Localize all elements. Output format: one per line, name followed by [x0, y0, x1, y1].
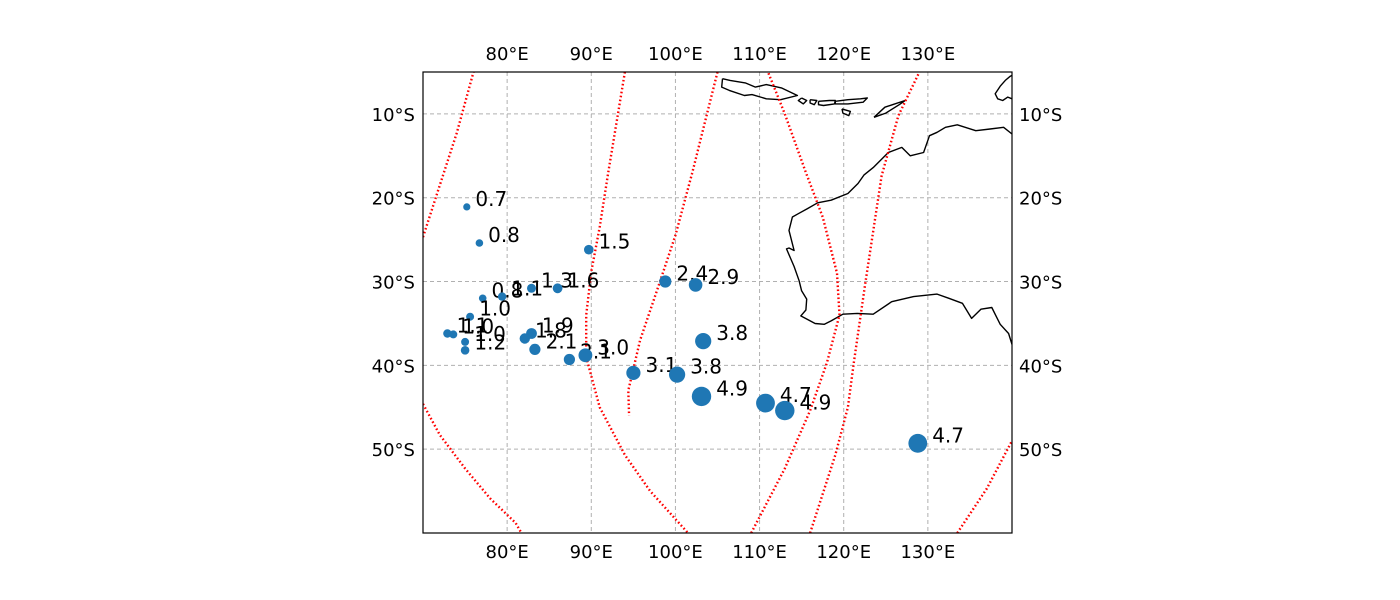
- data-point-label-25: 4.7: [932, 423, 964, 447]
- lat-tick-label-right-30: 30°S: [1019, 273, 1062, 294]
- data-point-label-21: 3.8: [690, 355, 722, 379]
- map-frame: [422, 71, 1013, 534]
- lon-tick-labels-top: 80°E 90°E 100°E 110°E 120°E 130°E: [486, 44, 956, 65]
- coastline-1: [721, 78, 799, 101]
- data-point-label-15: 1.8: [535, 319, 567, 343]
- satellite-track-0: [423, 72, 475, 238]
- gridlines: [423, 72, 1012, 533]
- lat-tick-label-left-40: 40°S: [372, 356, 415, 377]
- lon-tick-label-top-100: 100°E: [648, 44, 703, 65]
- data-points: 0.70.81.50.81.11.31.62.42.91.01.11.01.01…: [443, 187, 964, 453]
- plot-area-background: [423, 72, 1012, 533]
- satellite-track-5: [808, 72, 921, 533]
- data-point-21: [669, 366, 686, 383]
- data-point-6: [552, 283, 563, 294]
- data-point-label-16: 2.1: [546, 329, 578, 353]
- lon-tick-label-bottom-80: 80°E: [486, 542, 529, 563]
- lon-tick-label-bottom-110: 110°E: [732, 542, 787, 563]
- coastline-8: [994, 74, 1012, 102]
- data-point-label-3: 0.8: [492, 278, 524, 302]
- data-point-label-13: 1.2: [474, 330, 506, 354]
- data-point-12: [461, 337, 470, 346]
- coastline-0: [785, 124, 1012, 345]
- satellite-track-6: [956, 440, 1012, 533]
- satellite-track-2: [585, 72, 689, 533]
- data-point-0: [463, 203, 471, 211]
- coastline-6: [834, 97, 868, 105]
- coastline-4: [817, 99, 836, 107]
- lon-tick-label-bottom-130: 130°E: [900, 542, 955, 563]
- lon-tick-label-top-90: 90°E: [570, 44, 613, 65]
- data-point-label-24: 4.9: [800, 391, 832, 415]
- coastline-3: [809, 99, 818, 106]
- lon-tick-label-top-80: 80°E: [486, 44, 529, 65]
- satellite-track-1: [423, 403, 523, 533]
- lat-tick-label-left-20: 20°S: [372, 189, 415, 210]
- data-point-23: [756, 393, 775, 413]
- satellite-track-4: [750, 72, 841, 533]
- data-point-17: [563, 353, 576, 366]
- lat-tick-labels-right: 10°S 20°S 30°S 40°S 50°S: [1019, 105, 1062, 461]
- data-point-4: [497, 292, 507, 301]
- lat-tick-label-left-10: 10°S: [372, 105, 415, 126]
- lat-tick-label-right-20: 20°S: [1019, 189, 1062, 210]
- lat-tick-label-left-50: 50°S: [372, 440, 415, 461]
- data-point-5: [527, 283, 536, 293]
- lon-tick-label-top-110: 110°E: [732, 44, 787, 65]
- coastline-5: [841, 108, 852, 117]
- lat-tick-label-right-10: 10°S: [1019, 105, 1062, 126]
- data-point-label-9: 1.0: [479, 297, 511, 321]
- data-point-9: [466, 312, 475, 321]
- data-point-label-12: 1.0: [474, 322, 506, 346]
- data-point-label-1: 0.8: [488, 223, 520, 247]
- data-point-label-18: 3.0: [597, 335, 629, 359]
- lon-tick-label-bottom-120: 120°E: [816, 542, 871, 563]
- lon-tick-label-bottom-90: 90°E: [570, 542, 613, 563]
- data-point-15: [519, 333, 530, 344]
- data-point-13: [460, 346, 470, 355]
- data-point-20: [626, 365, 641, 380]
- data-point-label-14: 1.9: [542, 314, 574, 338]
- data-point-3: [478, 294, 487, 303]
- data-point-label-2: 1.5: [599, 230, 631, 254]
- lat-tick-label-right-40: 40°S: [1019, 356, 1062, 377]
- data-point-label-8: 2.9: [707, 265, 739, 289]
- lat-tick-label-left-30: 30°S: [372, 273, 415, 294]
- data-point-label-6: 1.6: [568, 268, 600, 292]
- lon-tick-label-bottom-100: 100°E: [648, 542, 703, 563]
- data-point-label-0: 0.7: [475, 187, 507, 211]
- data-point-16: [529, 343, 541, 355]
- data-point-2: [584, 244, 594, 255]
- data-point-label-11: 1.0: [462, 314, 494, 338]
- data-point-11: [449, 330, 458, 339]
- data-point-25: [908, 433, 928, 453]
- data-point-7: [659, 275, 672, 288]
- lon-tick-label-top-120: 120°E: [816, 44, 871, 65]
- lat-tick-labels-left: 10°S 20°S 30°S 40°S 50°S: [372, 105, 415, 461]
- data-point-22: [691, 386, 712, 407]
- data-point-8: [688, 278, 703, 292]
- coastline-2: [797, 97, 808, 105]
- data-point-label-19: 3.8: [716, 321, 748, 345]
- data-point-24: [775, 400, 795, 421]
- satellite-tracks: [423, 72, 1012, 533]
- data-point-1: [475, 239, 484, 247]
- data-point-18: [578, 348, 593, 363]
- data-point-label-22: 4.9: [716, 376, 748, 400]
- lon-tick-label-top-130: 130°E: [900, 44, 955, 65]
- data-point-19: [695, 333, 712, 350]
- data-point-label-10: 1.1: [457, 314, 489, 338]
- lon-tick-labels-bottom: 80°E 90°E 100°E 110°E 120°E 130°E: [486, 542, 956, 563]
- lat-tick-label-right-50: 50°S: [1019, 440, 1062, 461]
